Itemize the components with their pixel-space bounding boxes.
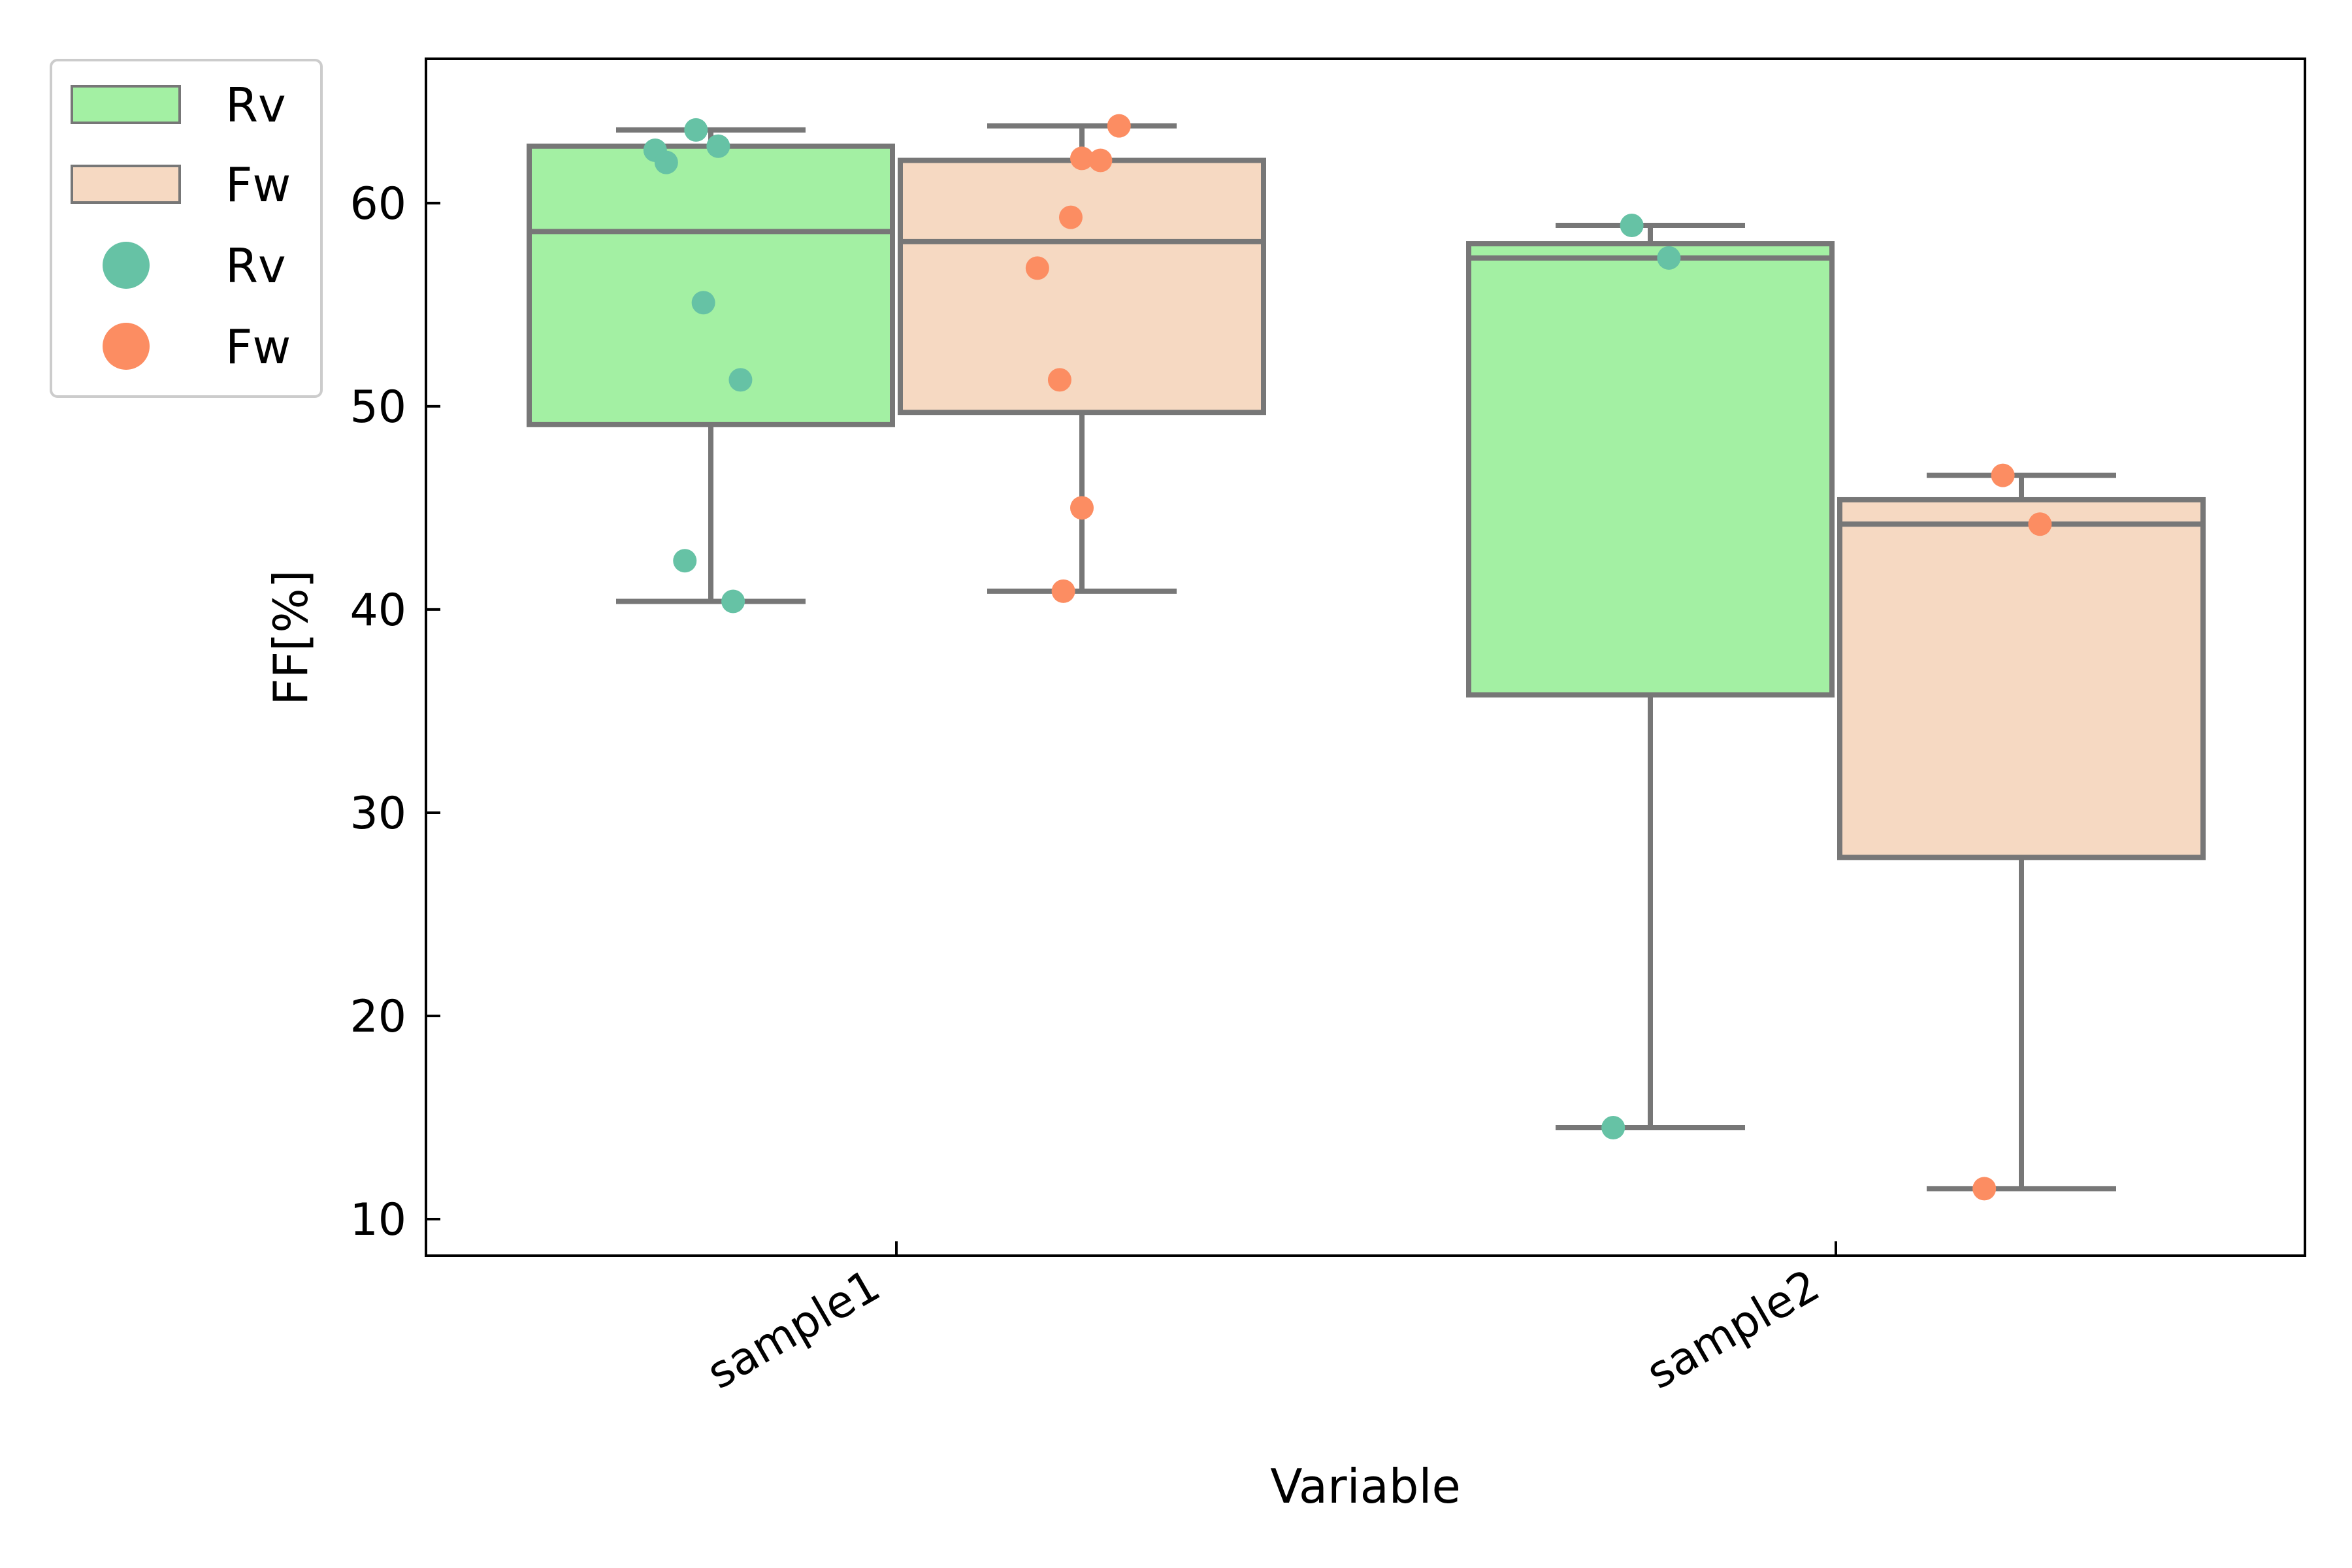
y-tick-label: 10 <box>350 1194 406 1246</box>
legend-fw-box-swatch <box>71 165 181 204</box>
legend: Rv Fw Rv Fw <box>50 59 323 398</box>
box-rv-sample1 <box>527 143 895 427</box>
legend-label: Fw <box>225 319 291 374</box>
point-fw-sample1 <box>1025 256 1049 280</box>
x-tick-label: sample2 <box>1638 1260 1828 1399</box>
point-rv-sample1 <box>728 368 753 392</box>
legend-frame <box>50 59 323 398</box>
point-rv-sample1 <box>673 549 697 573</box>
legend-label: Rv <box>225 78 286 133</box>
point-rv-sample1 <box>684 118 708 142</box>
legend-label: Fw <box>225 157 291 212</box>
point-fw-sample1 <box>1088 148 1113 172</box>
x-tick-label: sample1 <box>698 1260 889 1399</box>
legend-fw-point-swatch <box>103 323 150 370</box>
point-fw-sample2 <box>2028 512 2052 536</box>
point-fw-sample1 <box>1051 579 1075 603</box>
x-axis-title: Variable <box>1270 1459 1461 1514</box>
plot-area-frame <box>425 57 2306 1257</box>
points-layer <box>643 114 2052 1201</box>
point-fw-sample2 <box>1991 463 2015 487</box>
point-rv-sample2 <box>1620 214 1644 238</box>
point-fw-sample1 <box>1047 368 1071 392</box>
y-tick-label: 60 <box>350 178 406 230</box>
legend-rv-point-swatch <box>103 242 150 289</box>
y-tick-label: 20 <box>350 991 406 1043</box>
y-tick-label: 50 <box>350 382 406 433</box>
point-fw-sample1 <box>1070 496 1094 520</box>
point-rv-sample1 <box>691 291 715 315</box>
box-fw-sample2 <box>1837 497 2206 860</box>
point-fw-sample1 <box>1058 205 1083 229</box>
point-rv-sample1 <box>721 589 745 613</box>
legend-label: Rv <box>225 238 286 293</box>
y-tick-label: 40 <box>350 585 406 636</box>
point-rv-sample1 <box>654 150 678 174</box>
boxes-layer <box>527 123 2206 1192</box>
point-fw-sample1 <box>1070 146 1094 171</box>
point-fw-sample2 <box>1972 1177 1997 1201</box>
point-rv-sample2 <box>1657 246 1681 270</box>
point-rv-sample2 <box>1601 1116 1625 1140</box>
y-axis-title: FF[%] <box>263 570 318 705</box>
y-tick-label: 30 <box>350 788 406 840</box>
legend-rv-box-swatch <box>71 85 181 124</box>
box-rv-sample2 <box>1466 241 1835 698</box>
box-fw-sample1 <box>898 157 1266 416</box>
point-fw-sample1 <box>1107 114 1131 138</box>
point-rv-sample1 <box>706 134 730 158</box>
